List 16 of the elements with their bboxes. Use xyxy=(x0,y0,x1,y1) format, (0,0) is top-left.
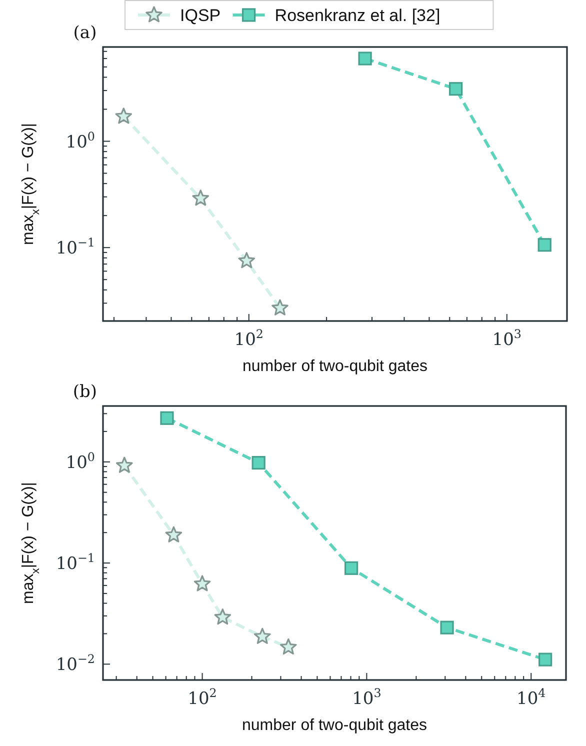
x-tick-label: 10$^{3}$ xyxy=(352,686,382,709)
chart-title: (b) xyxy=(72,382,98,402)
y-tick-label: 10$^{−2}$ xyxy=(56,652,95,676)
legend-label: IQSP xyxy=(180,6,221,25)
legend-label: Rosenkranz et al. [32] xyxy=(274,6,440,25)
chart-title: (a) xyxy=(73,23,97,43)
x-axis-title: number of two-qubit gates xyxy=(242,358,428,375)
x-tick-label: 10$^{2}$ xyxy=(188,686,217,709)
y-tick-label: 10$^{−1}$ xyxy=(56,236,95,259)
y-tick-label: 10$^{−1}$ xyxy=(56,551,95,574)
x-axis-title: number of two-qubit gates xyxy=(242,717,427,734)
y-tick-label: 10$^{0}$ xyxy=(66,129,95,152)
x-tick-label: 10$^{2}$ xyxy=(234,327,264,350)
x-tick-label: 10$^{4}$ xyxy=(516,686,546,709)
x-tick-label: 10$^{3}$ xyxy=(492,327,522,350)
y-tick-label: 10$^{0}$ xyxy=(66,450,95,473)
